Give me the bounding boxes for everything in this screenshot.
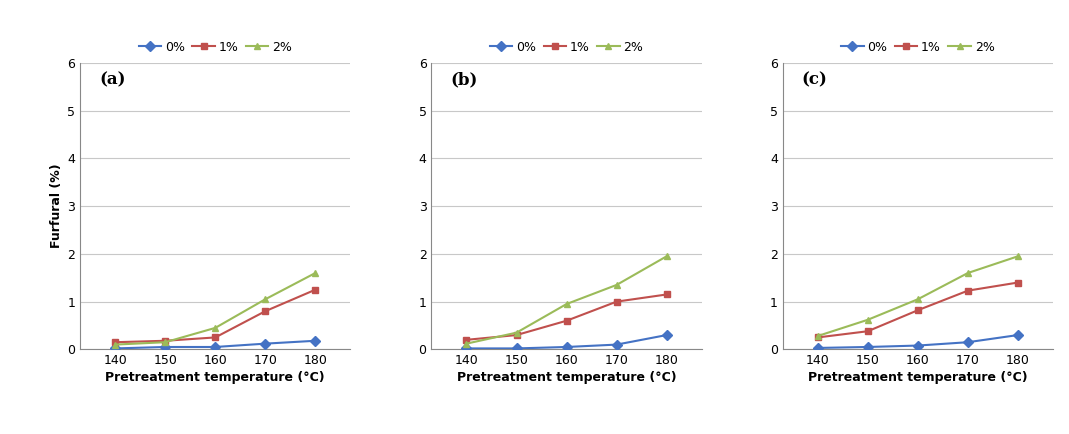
0% <box>259 341 272 346</box>
X-axis label: Pretreatment temperature (°C): Pretreatment temperature (°C) <box>106 372 325 385</box>
0% <box>208 344 221 349</box>
Legend: 0%, 1%, 2%: 0%, 1%, 2% <box>841 41 994 54</box>
Line: 2%: 2% <box>112 270 319 348</box>
Text: (a): (a) <box>99 72 125 89</box>
0% <box>862 344 874 349</box>
1% <box>259 309 272 314</box>
Line: 1%: 1% <box>815 279 1021 341</box>
0% <box>610 342 623 347</box>
X-axis label: Pretreatment temperature (°C): Pretreatment temperature (°C) <box>808 372 1027 385</box>
Line: 0%: 0% <box>463 332 670 352</box>
0% <box>1011 332 1024 338</box>
Text: (b): (b) <box>450 72 478 89</box>
2% <box>661 253 673 259</box>
Line: 2%: 2% <box>463 253 670 347</box>
2% <box>1011 253 1024 259</box>
1% <box>661 292 673 297</box>
Y-axis label: Furfural (%): Furfural (%) <box>50 164 63 248</box>
1% <box>208 335 221 340</box>
0% <box>159 344 172 349</box>
0% <box>661 332 673 338</box>
1% <box>309 287 322 293</box>
1% <box>811 335 824 340</box>
1% <box>510 332 523 338</box>
0% <box>460 346 472 351</box>
Legend: 0%, 1%, 2%: 0%, 1%, 2% <box>490 41 644 54</box>
1% <box>961 288 974 293</box>
Line: 0%: 0% <box>815 332 1021 352</box>
1% <box>560 318 573 323</box>
Line: 1%: 1% <box>112 286 319 346</box>
2% <box>208 326 221 331</box>
2% <box>862 317 874 322</box>
2% <box>811 333 824 339</box>
1% <box>610 299 623 304</box>
0% <box>109 346 122 351</box>
1% <box>862 329 874 334</box>
1% <box>1011 280 1024 285</box>
1% <box>460 337 472 342</box>
2% <box>109 342 122 347</box>
0% <box>961 339 974 345</box>
1% <box>159 338 172 343</box>
2% <box>610 282 623 287</box>
2% <box>259 297 272 302</box>
Legend: 0%, 1%, 2%: 0%, 1%, 2% <box>139 41 292 54</box>
Line: 2%: 2% <box>815 253 1021 339</box>
2% <box>460 341 472 346</box>
X-axis label: Pretreatment temperature (°C): Pretreatment temperature (°C) <box>456 372 677 385</box>
2% <box>159 339 172 345</box>
2% <box>961 270 974 276</box>
1% <box>109 339 122 345</box>
0% <box>912 343 925 348</box>
Text: (c): (c) <box>802 72 827 89</box>
1% <box>912 308 925 313</box>
Line: 1%: 1% <box>463 291 670 343</box>
0% <box>811 345 824 351</box>
0% <box>510 346 523 351</box>
0% <box>560 344 573 349</box>
0% <box>309 338 322 343</box>
2% <box>560 301 573 306</box>
2% <box>912 297 925 302</box>
2% <box>309 270 322 276</box>
Line: 0%: 0% <box>112 337 319 352</box>
2% <box>510 330 523 335</box>
